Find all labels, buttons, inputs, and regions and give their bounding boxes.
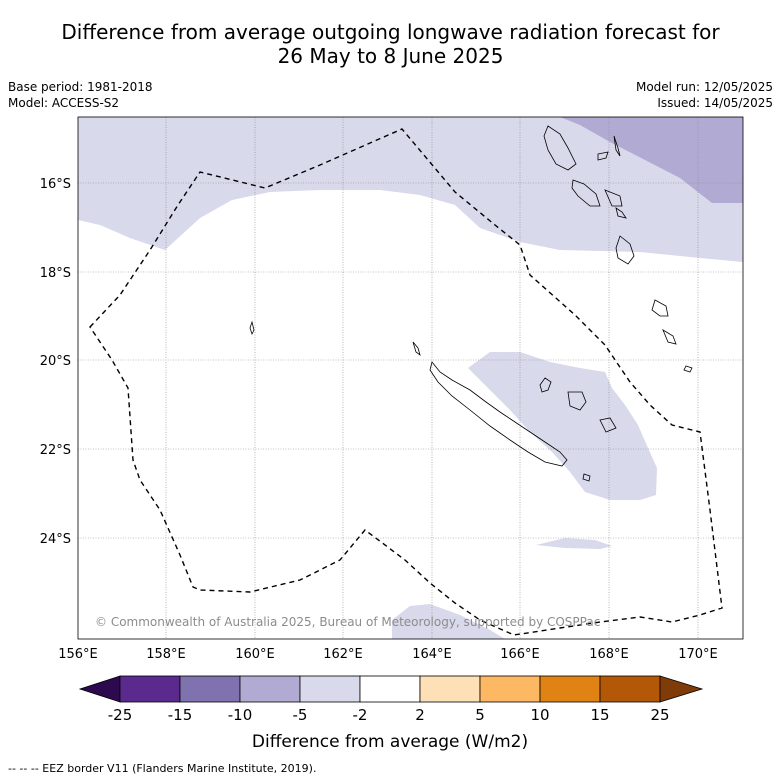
loyalty-islands-coast (539, 377, 617, 433)
longitude-labels: 156°E 158°E 160°E 162°E 164°E 166°E 168°… (58, 647, 718, 662)
colorbar-tick: 5 (475, 706, 485, 724)
colorbar-tick: -10 (228, 706, 253, 724)
issued-text: Issued: 14/05/2025 (657, 96, 773, 110)
latitude-labels: 16°S 18°S 20°S 22°S 24°S (40, 177, 71, 547)
anomaly-region-northeast-strong (560, 117, 743, 203)
lon-label: 160°E (235, 647, 275, 662)
colorbar-bin (359, 675, 421, 703)
vanuatu-coast (543, 125, 635, 265)
belep-islands-coast (412, 341, 421, 357)
base-period-text: Base period: 1981-2018 (8, 80, 153, 94)
colorbar-tick: 25 (650, 706, 669, 724)
title-line-2: 26 May to 8 June 2025 (277, 44, 504, 68)
colorbar-bin (179, 675, 241, 703)
colorbar-bin (599, 675, 661, 703)
new-caledonia-coast (429, 361, 568, 467)
colorbar-tick: -2 (353, 706, 368, 724)
lat-label: 22°S (40, 443, 71, 458)
map-area (78, 117, 743, 639)
colorbar-bin (299, 675, 361, 703)
small-islands-coast (249, 299, 693, 373)
lon-label: 168°E (589, 647, 629, 662)
isle-of-pines-coast (582, 473, 591, 482)
map-title: Difference from average outgoing longwav… (0, 20, 781, 68)
colorbar-tick: -25 (108, 706, 133, 724)
lon-label: 156°E (58, 647, 98, 662)
colorbar-bin (419, 675, 481, 703)
lat-label: 24°S (40, 532, 71, 547)
colorbar-tick: 2 (415, 706, 425, 724)
colorbar-tick: 10 (530, 706, 549, 724)
coastlines (249, 125, 693, 482)
title-line-1: Difference from average outgoing longwav… (61, 20, 720, 44)
colorbar-title: Difference from average (W/m2) (252, 732, 528, 752)
copyright-text: © Commonwealth of Australia 2025, Bureau… (95, 615, 600, 629)
colorbar-tick: -5 (293, 706, 308, 724)
colorbar: -25 -15 -10 -5 -2 2 5 10 15 25 Differenc… (78, 675, 704, 752)
colorbar-bin (479, 675, 541, 703)
model-text: Model: ACCESS-S2 (8, 96, 120, 110)
anomaly-region-southwest (392, 604, 505, 639)
colorbar-extend-low (78, 675, 121, 703)
map-frame (77, 116, 744, 640)
lon-label: 158°E (146, 647, 186, 662)
colorbar-ticks: -25 -15 -10 -5 -2 2 5 10 15 25 (108, 706, 670, 724)
gridlines (78, 117, 743, 639)
model-run-text: Model run: 12/05/2025 (635, 80, 773, 94)
lon-label: 170°E (678, 647, 718, 662)
anomaly-region-south (536, 538, 612, 549)
colorbar-tick: -15 (168, 706, 193, 724)
colorbar-bin (119, 675, 181, 703)
lat-label: 16°S (40, 177, 71, 192)
colorbar-tick: 15 (590, 706, 609, 724)
colorbar-bin (239, 675, 301, 703)
footer-note: -- -- -- EEZ border V11 (Flanders Marine… (8, 762, 317, 775)
metadata-right: Model run: 12/05/2025 Issued: 14/05/2025 (636, 79, 773, 111)
lon-label: 162°E (323, 647, 363, 662)
eez-border (89, 128, 723, 636)
colorbar-extend-high (659, 675, 704, 703)
anomaly-region-north (78, 117, 743, 262)
lat-label: 18°S (40, 266, 71, 281)
metadata-left: Base period: 1981-2018 Model: ACCESS-S2 (8, 79, 153, 111)
anomaly-region-new-caledonia (468, 352, 657, 500)
colorbar-bin (539, 675, 601, 703)
lon-label: 166°E (500, 647, 540, 662)
lon-label: 164°E (412, 647, 452, 662)
lat-label: 20°S (40, 354, 71, 369)
colorbar-bins (119, 675, 661, 703)
